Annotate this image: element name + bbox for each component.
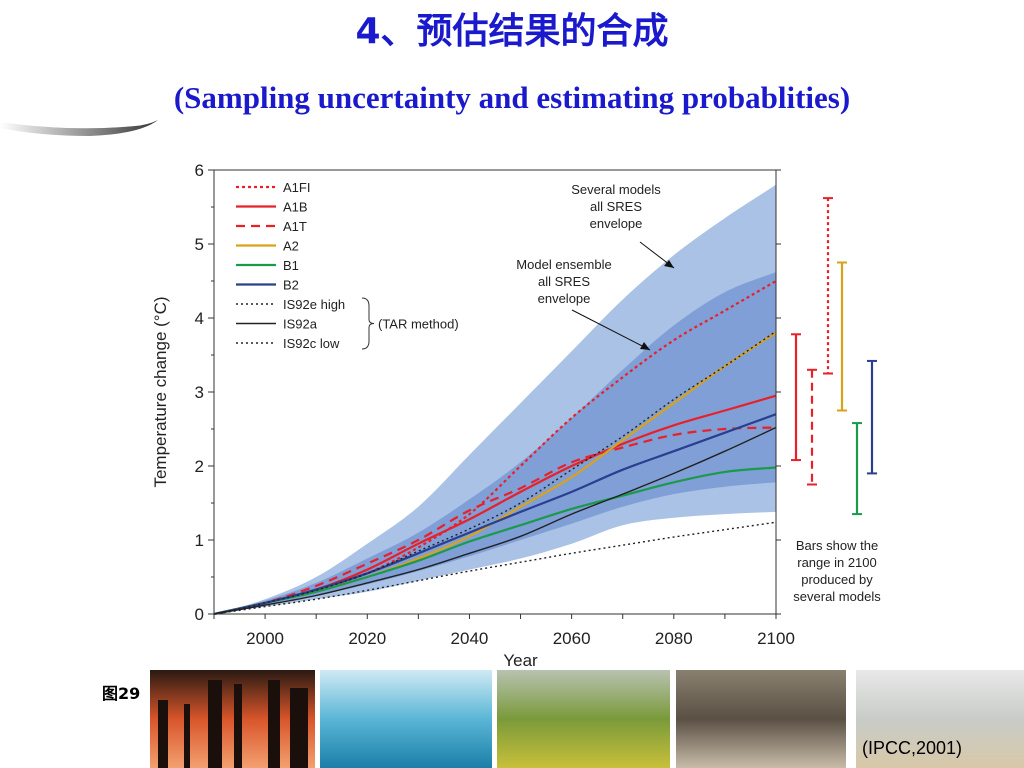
legend-brace <box>361 297 375 350</box>
legend-label: A2 <box>283 239 299 254</box>
cracked-earth-photo <box>676 670 846 768</box>
series-line-b2 <box>213 413 777 616</box>
inner-envelope-annotation: envelope <box>538 291 591 306</box>
y-tick-label: 5 <box>195 235 204 254</box>
bars-note: several models <box>793 589 881 604</box>
coast-beach-photo <box>856 670 1024 768</box>
smokestack-shape <box>290 688 308 768</box>
annotations: Several models all SRES envelope Model ense… <box>516 182 881 604</box>
series-line-is92a <box>213 426 777 615</box>
slide-title: 4、预估结果的合成 <box>355 11 669 52</box>
industrial-smokestacks-photo <box>150 670 315 768</box>
inner-envelope-annotation: Model ensemble <box>516 257 611 272</box>
figure-label: 图29 <box>102 684 141 703</box>
source-credit: (IPCC,2001) <box>862 738 963 758</box>
axes-layer: 0 1 2 3 4 5 6 2000 2020 2040 2060 2080 2100 Year Tempe… <box>151 161 795 670</box>
smokestack-shape <box>208 680 222 768</box>
outer-envelope-area <box>214 184 776 615</box>
x-tick-label: 2020 <box>348 629 386 648</box>
legend-label: A1T <box>283 219 307 234</box>
series-line-a1t <box>213 426 777 616</box>
series-line-b1 <box>213 466 777 616</box>
smokestack-shape <box>234 684 242 768</box>
outer-envelope-annotation: envelope <box>590 216 643 231</box>
glacier-iceberg-photo <box>320 670 492 768</box>
outer-envelope-annotation: all SRES <box>590 199 642 214</box>
y-tick-label: 3 <box>195 383 204 402</box>
inner-envelope-arrowhead <box>640 342 650 350</box>
decorative-swoosh <box>0 120 158 136</box>
inner-envelope-annotation: all SRES <box>538 274 590 289</box>
smokestack-shape <box>184 704 190 768</box>
outer-envelope-arrowhead <box>664 260 674 268</box>
x-axis-title: Year <box>503 651 538 670</box>
legend-label: IS92a <box>283 317 318 332</box>
series-line-is92e-high <box>213 330 777 615</box>
y-tick-label: 2 <box>195 457 204 476</box>
y-tick-label: 0 <box>195 605 204 624</box>
outer-envelope-annotation: Several models <box>571 182 661 197</box>
x-tick-label: 2060 <box>553 629 591 648</box>
x-tick-label: 2040 <box>451 629 489 648</box>
x-tick-label: 2000 <box>246 629 284 648</box>
smokestack-shape <box>158 700 168 768</box>
y-tick-label: 4 <box>195 309 204 328</box>
legend-group-label: (TAR method) <box>378 317 459 332</box>
smokestack-shape <box>268 680 280 768</box>
series-line-is92c-low <box>213 521 777 615</box>
bars-note: range in 2100 <box>797 555 877 570</box>
legend-label: B2 <box>283 278 299 293</box>
y-tick-label: 1 <box>195 531 204 550</box>
legend-label: A1FI <box>283 180 310 195</box>
legend-label: B1 <box>283 258 299 273</box>
bars-note: Bars show the <box>796 538 878 553</box>
legend-label: IS92c low <box>283 336 340 351</box>
y-tick-label: 6 <box>195 161 204 180</box>
legend-label: IS92e high <box>283 297 345 312</box>
slide-subtitle: (Sampling uncertainty and estimating pro… <box>173 80 851 115</box>
inner-envelope-arrow <box>571 309 651 351</box>
legend-label: A1B <box>283 200 308 215</box>
x-tick-label: 2100 <box>757 629 795 648</box>
series-layer <box>213 280 777 616</box>
y-axis-title: Temperature change (°C) <box>151 296 170 487</box>
temperature-change-chart: 0 1 2 3 4 5 6 2000 2020 2040 2060 2080 2100 Year Tempe… <box>151 161 881 670</box>
x-tick-label: 2080 <box>655 629 693 648</box>
legend: A1FI A1B A1T A2 B1 B2 IS92e high IS92a IS92c low… <box>236 180 459 351</box>
bars-note: produced by <box>801 572 873 587</box>
range-bars-2100 <box>791 197 877 516</box>
crop-field-photo <box>497 670 670 768</box>
